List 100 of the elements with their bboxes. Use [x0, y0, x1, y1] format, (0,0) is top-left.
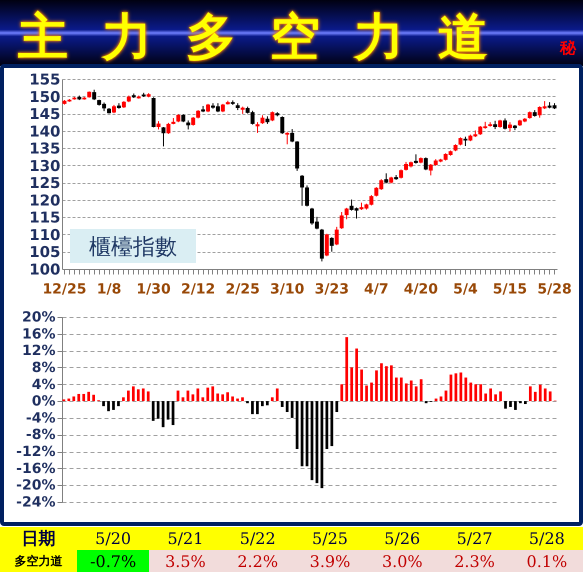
bar	[335, 401, 338, 412]
y-tick-label: 115	[29, 208, 60, 227]
bar	[345, 337, 348, 402]
bar	[538, 384, 542, 402]
candlestick	[256, 122, 260, 134]
x-tick-label: 12/25	[42, 282, 87, 298]
category-label: 5/27	[438, 527, 511, 550]
category-label: 5/26	[366, 527, 438, 550]
bar	[211, 386, 214, 402]
category-label: 5/28	[510, 527, 583, 550]
bar	[251, 401, 254, 414]
bar	[385, 366, 388, 402]
y-tick-label: 105	[29, 243, 60, 262]
bar	[514, 401, 517, 410]
bar	[434, 398, 438, 402]
candlestick	[344, 207, 349, 220]
bar	[444, 390, 448, 402]
x-tick-label: 3/10	[270, 282, 305, 298]
category-label: 5/20	[77, 527, 150, 550]
bar	[306, 401, 308, 466]
annotation: 櫃檯指數	[89, 235, 177, 260]
bar	[196, 388, 200, 402]
bar	[420, 379, 423, 402]
bar	[162, 401, 164, 428]
y-tick-label: 130	[29, 156, 60, 175]
candlestick	[508, 122, 512, 132]
candlestick	[503, 118, 508, 130]
bar	[489, 388, 492, 402]
bar	[82, 394, 86, 402]
x-tick-label: 4/7	[364, 282, 389, 298]
y-tick-label: -12%	[16, 444, 56, 460]
bar	[365, 386, 368, 402]
bar	[375, 370, 378, 402]
bar	[266, 401, 269, 406]
text: 日期	[0, 527, 77, 550]
bar	[300, 401, 304, 466]
y-tick-label: -20%	[16, 478, 56, 494]
bar	[509, 401, 512, 407]
y-tick-label: -16%	[16, 460, 56, 477]
x-tick-label: 4/20	[404, 282, 438, 298]
bar	[340, 384, 344, 402]
y-tick-label: -4%	[26, 410, 56, 426]
bar	[236, 398, 239, 402]
x-tick-label: 5/4	[453, 282, 478, 298]
bar	[544, 388, 547, 402]
bar	[469, 382, 472, 402]
y-tick-label: 8%	[32, 360, 56, 376]
candlestick	[324, 233, 329, 257]
bar	[524, 401, 527, 404]
chart-subtitle: 秘	[560, 38, 576, 59]
y-tick-label: -24%	[16, 494, 56, 510]
bar	[404, 383, 408, 402]
y-tick-label: 120	[29, 191, 60, 210]
bar	[464, 378, 468, 402]
y-tick-label: 110	[29, 226, 60, 244]
y-tick-label: 150	[29, 88, 60, 106]
bar	[474, 384, 478, 402]
bar	[296, 401, 298, 450]
candlestick	[305, 184, 310, 207]
data-label: 2.3%	[438, 550, 511, 572]
bar	[112, 401, 115, 410]
bar	[459, 372, 462, 402]
candlestick	[92, 89, 96, 101]
x-tick-label: 5/15	[492, 282, 528, 298]
candlestick	[300, 174, 304, 206]
data-label: 3.0%	[366, 550, 438, 572]
bar	[186, 390, 190, 402]
bar	[152, 401, 155, 421]
bar	[360, 370, 363, 402]
bar	[450, 374, 452, 402]
bar	[127, 390, 130, 402]
candlestick	[384, 172, 388, 184]
bar	[320, 401, 324, 488]
y-tick-label: 155	[29, 70, 60, 88]
bar	[440, 396, 442, 402]
bar	[280, 401, 284, 407]
y-tick-label: 0%	[32, 394, 56, 410]
bar	[414, 386, 418, 402]
bar	[172, 401, 174, 426]
bar	[504, 401, 507, 409]
bar	[156, 401, 160, 419]
candlestick	[369, 194, 374, 206]
bar	[326, 401, 328, 450]
candlestick	[340, 212, 344, 230]
candlestick	[334, 226, 339, 246]
bar	[72, 396, 76, 402]
bar	[484, 394, 488, 402]
bar	[182, 397, 184, 402]
bar	[494, 394, 497, 402]
x-tick-label: 3/23	[314, 282, 349, 298]
candlestick	[166, 122, 170, 134]
bar	[142, 388, 145, 402]
bar	[260, 401, 264, 406]
bar	[390, 365, 393, 402]
y-tick-label: -8%	[26, 427, 56, 444]
y-tick-label: 4%	[32, 376, 56, 393]
data-label: -0.7%	[77, 550, 150, 572]
bar	[400, 378, 403, 402]
candlestick	[424, 156, 428, 171]
bar	[176, 390, 180, 402]
